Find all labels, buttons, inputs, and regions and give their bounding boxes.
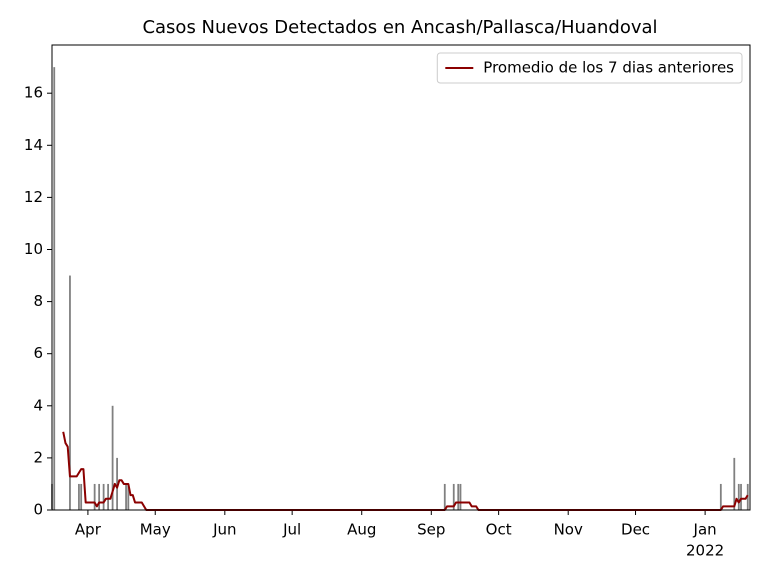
bar bbox=[127, 483, 130, 510]
bar bbox=[98, 483, 101, 510]
bar bbox=[443, 483, 446, 510]
bar bbox=[733, 457, 736, 510]
legend-label: Promedio de los 7 dias anteriores bbox=[483, 59, 734, 77]
x-tick-label: Jan bbox=[693, 521, 717, 539]
y-tick-label: 12 bbox=[24, 188, 43, 206]
bar bbox=[107, 483, 110, 510]
y-tick-label: 2 bbox=[33, 448, 43, 466]
plot-frame bbox=[51, 44, 751, 511]
bar bbox=[80, 483, 83, 510]
bar bbox=[116, 457, 118, 510]
x-tick-label: Dec bbox=[621, 521, 650, 539]
y-tick-label: 16 bbox=[24, 84, 43, 102]
y-tick-label: 4 bbox=[33, 396, 43, 414]
x-tick-label: Oct bbox=[486, 521, 512, 539]
x-tick-label: Apr bbox=[75, 521, 102, 539]
x-tick-label: Jun bbox=[212, 521, 236, 539]
bar bbox=[93, 483, 96, 510]
bar bbox=[719, 483, 722, 510]
y-tick-label: 8 bbox=[33, 292, 43, 310]
bar bbox=[737, 483, 740, 510]
x-tick-label: Jul bbox=[282, 521, 301, 539]
bar bbox=[69, 275, 71, 510]
y-tick-label: 0 bbox=[33, 501, 43, 519]
y-tick-label: 14 bbox=[24, 136, 43, 154]
x-tick-label: Nov bbox=[554, 521, 583, 539]
y-tick-label: 6 bbox=[33, 344, 43, 362]
chart-title: Casos Nuevos Detectados en Ancash/Pallas… bbox=[142, 17, 657, 38]
bar bbox=[102, 483, 105, 510]
bar bbox=[457, 483, 460, 510]
bar bbox=[740, 483, 742, 510]
bar bbox=[111, 405, 114, 510]
y-tick-label: 10 bbox=[24, 240, 43, 258]
x-tick-label: Sep bbox=[417, 521, 445, 539]
x-tick-label: Aug bbox=[347, 521, 376, 539]
x-tick-label: May bbox=[140, 521, 171, 539]
bar bbox=[53, 67, 56, 511]
bar bbox=[452, 483, 455, 510]
bar bbox=[459, 483, 462, 510]
average-line bbox=[62, 431, 749, 511]
bar bbox=[125, 483, 127, 510]
bar bbox=[78, 483, 80, 510]
legend-box bbox=[436, 52, 743, 84]
x-year-label: 2022 bbox=[686, 542, 724, 560]
legend: Promedio de los 7 dias anteriores bbox=[436, 52, 743, 84]
